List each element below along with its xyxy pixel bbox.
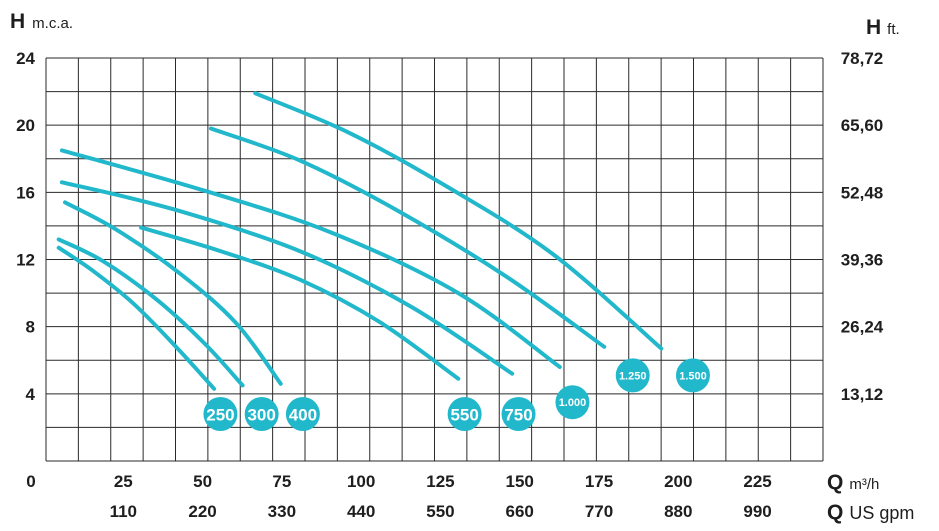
y-tick-label: 8 xyxy=(26,318,35,337)
badge-300: 300 xyxy=(244,396,279,431)
y-right-tick-label: 26,24 xyxy=(841,318,884,337)
badge-circle xyxy=(615,358,650,393)
badge-label: 1.250 xyxy=(619,370,647,382)
x-tick-label: 200 xyxy=(664,472,692,491)
y-tick-label: 20 xyxy=(16,116,35,135)
y-tick-label: 16 xyxy=(16,183,35,202)
badge-label: 300 xyxy=(247,405,275,424)
badge-circle xyxy=(285,396,320,431)
badge-label: 1.500 xyxy=(679,370,707,382)
badge-circle xyxy=(244,396,279,431)
curve-550 xyxy=(139,225,461,381)
badge-label: 400 xyxy=(289,405,317,424)
x-tick-label: 150 xyxy=(506,472,534,491)
badge-1250: 1.250 xyxy=(615,358,650,393)
model-badges: 250 300 400 550 750 1.000 1.250 1.500 xyxy=(203,358,710,431)
x-secondary-tick-label: 660 xyxy=(506,502,534,521)
badge-label: 1.000 xyxy=(559,397,587,409)
x-secondary-tick-label: 550 xyxy=(426,502,454,521)
y-tick-label: 4 xyxy=(26,385,36,404)
badge-circle xyxy=(447,396,482,431)
y-right-tick-label: 65,60 xyxy=(841,116,884,135)
curve-1500 xyxy=(253,91,664,351)
performance-curves xyxy=(56,91,664,391)
badge-1000: 1.000 xyxy=(555,385,590,420)
x-tick-label: 225 xyxy=(743,472,771,491)
y-right-tick-label: 78,72 xyxy=(841,49,884,68)
badge-550: 550 xyxy=(447,396,482,431)
x-secondary-tick-label: 440 xyxy=(347,502,375,521)
badge-circle xyxy=(555,385,590,420)
curve-300 xyxy=(56,237,245,388)
x-secondary-tick-label: 770 xyxy=(585,502,613,521)
curve-1250 xyxy=(208,126,607,349)
x-tick-label: 175 xyxy=(585,472,613,491)
x-tick-label: 125 xyxy=(426,472,454,491)
chart-grid xyxy=(45,57,824,462)
y-tick-label: 24 xyxy=(16,49,35,68)
badge-400: 400 xyxy=(285,396,320,431)
badge-label: 550 xyxy=(450,405,478,424)
x-secondary-tick-label: 880 xyxy=(664,502,692,521)
x-tick-label: 50 xyxy=(193,472,212,491)
x-secondary-tick-label: 990 xyxy=(743,502,771,521)
badge-circle xyxy=(501,396,536,431)
badge-label: 250 xyxy=(206,405,234,424)
curve-400 xyxy=(63,200,283,386)
x-tick-label: 75 xyxy=(272,472,291,491)
curve-1000 xyxy=(59,148,562,369)
x-axis-secondary-title: Q US gpm xyxy=(827,501,914,524)
tick-labels: 24 20 16 12 8 4 78,72 65,60 52,48 39,36 26,24 13,12… xyxy=(16,49,884,521)
badge-750: 750 xyxy=(501,396,536,431)
badge-250: 250 xyxy=(203,396,238,431)
curve-750 xyxy=(59,180,515,376)
y-right-tick-label: 52,48 xyxy=(841,183,884,202)
badge-label: 750 xyxy=(504,405,532,424)
x-tick-label: 25 xyxy=(114,472,133,491)
x-secondary-tick-label: 220 xyxy=(188,502,216,521)
y-right-tick-label: 13,12 xyxy=(841,385,884,404)
x-tick-label: 100 xyxy=(347,472,375,491)
badge-circle xyxy=(675,358,710,393)
origin-label: 0 xyxy=(26,472,35,491)
curve-250 xyxy=(56,245,217,391)
badge-circle xyxy=(203,396,238,431)
x-secondary-tick-label: 330 xyxy=(268,502,296,521)
y-right-tick-label: 39,36 xyxy=(841,251,884,270)
x-secondary-tick-label: 110 xyxy=(110,502,137,521)
badge-1500: 1.500 xyxy=(675,358,710,393)
y-tick-label: 12 xyxy=(16,251,35,270)
